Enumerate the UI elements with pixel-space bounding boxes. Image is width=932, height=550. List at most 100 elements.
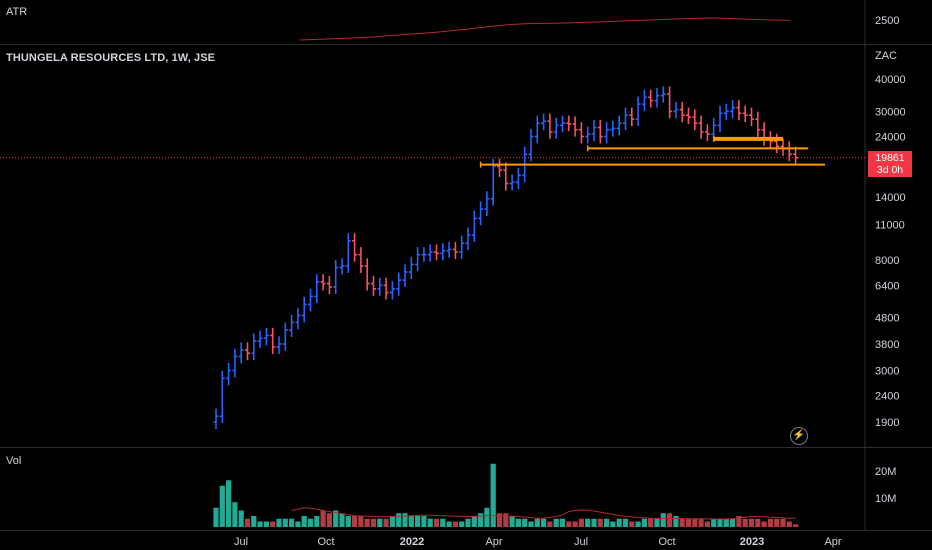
price-tick-label: 40000 bbox=[875, 74, 906, 86]
volume-bar bbox=[307, 518, 314, 527]
volume-bar bbox=[396, 513, 402, 527]
price-bar bbox=[490, 158, 496, 206]
volume-bar bbox=[295, 521, 301, 527]
price-bar bbox=[692, 109, 698, 131]
volume-bar bbox=[370, 518, 377, 527]
volume-bar bbox=[320, 510, 326, 527]
volume-bar bbox=[622, 518, 629, 527]
volume-bar bbox=[276, 518, 282, 527]
volume-bar bbox=[679, 518, 685, 527]
price-bar bbox=[226, 362, 232, 386]
price-bar bbox=[415, 247, 421, 272]
volume-bar bbox=[673, 516, 679, 527]
volume-bar bbox=[377, 518, 383, 527]
price-bar bbox=[326, 275, 332, 295]
price-tick-label: 1900 bbox=[875, 417, 899, 429]
price-tick-label: 24000 bbox=[875, 132, 906, 144]
price-bar bbox=[730, 100, 736, 119]
volume-bar bbox=[503, 513, 509, 527]
price-bar bbox=[654, 88, 660, 108]
horizontal-levels[interactable] bbox=[479, 135, 825, 168]
volume-tick-label: 20M bbox=[875, 466, 896, 478]
volume-bar bbox=[692, 518, 698, 527]
volume-bar bbox=[415, 516, 421, 527]
price-tick-label: 8000 bbox=[875, 255, 899, 267]
price-bar bbox=[660, 86, 666, 103]
volume-bar bbox=[786, 521, 792, 527]
price-bar bbox=[509, 174, 515, 191]
price-bar bbox=[534, 115, 540, 144]
lightning-icon[interactable]: ⚡ bbox=[790, 427, 808, 445]
volume-bar bbox=[509, 516, 515, 527]
atr-series bbox=[299, 17, 791, 41]
price-bar bbox=[585, 126, 591, 144]
volume-bar bbox=[402, 513, 408, 527]
price-bar bbox=[497, 158, 502, 178]
price-bar bbox=[761, 122, 767, 146]
price-bar bbox=[352, 233, 358, 262]
price-bar bbox=[421, 247, 427, 262]
volume-bar bbox=[648, 518, 654, 527]
volume-bar bbox=[553, 518, 559, 527]
price-bar bbox=[389, 281, 395, 300]
price-bar bbox=[238, 342, 244, 364]
price-bar bbox=[396, 272, 402, 296]
price-bar bbox=[566, 115, 572, 132]
price-bar bbox=[320, 274, 326, 291]
volume-bar bbox=[698, 518, 704, 527]
price-bar bbox=[301, 296, 307, 323]
volume-bar bbox=[490, 463, 496, 527]
volume-label[interactable]: Vol bbox=[6, 455, 22, 467]
last-price-value: 19861 bbox=[875, 152, 905, 164]
price-bar bbox=[572, 116, 578, 137]
price-bar bbox=[667, 86, 673, 119]
price-tick-label: 14000 bbox=[875, 192, 906, 204]
volume-bar bbox=[604, 518, 610, 527]
price-tick-label: 3800 bbox=[875, 339, 899, 351]
price-bar bbox=[257, 330, 263, 349]
price-tick-label: 11000 bbox=[875, 219, 905, 231]
price-bar bbox=[282, 322, 288, 351]
price-bar bbox=[749, 107, 754, 127]
volume-bar bbox=[465, 518, 471, 527]
price-bar bbox=[604, 122, 610, 144]
symbol-title[interactable]: THUNGELA RESOURCES LTD, 1W, JSE bbox=[6, 52, 216, 64]
volume-bar bbox=[654, 518, 660, 527]
price-bar bbox=[219, 370, 225, 424]
price-bar bbox=[446, 241, 452, 258]
volume-bar bbox=[257, 521, 263, 527]
atr-tick-label: 2500 bbox=[875, 15, 899, 27]
price-bar bbox=[383, 277, 389, 300]
volume-bar bbox=[232, 502, 238, 527]
volume-bar bbox=[711, 518, 717, 527]
price-bar bbox=[704, 124, 710, 142]
price-bar bbox=[232, 348, 238, 378]
atr-label[interactable]: ATR bbox=[6, 6, 28, 18]
volume-bar bbox=[244, 518, 251, 527]
volume-bar bbox=[717, 518, 723, 527]
volume-bar bbox=[780, 518, 786, 527]
volume-bar bbox=[528, 521, 534, 527]
volume-bar bbox=[408, 516, 414, 527]
volume-bar bbox=[660, 513, 666, 527]
last-price-badge: 19861 3d 0h bbox=[868, 151, 912, 177]
volume-bar bbox=[238, 510, 244, 527]
price-bar bbox=[755, 111, 761, 137]
volume-bar bbox=[263, 521, 269, 527]
price-bar bbox=[333, 259, 339, 295]
volume-bar bbox=[534, 518, 540, 527]
time-tick-label: Oct bbox=[658, 536, 675, 548]
price-bar bbox=[723, 103, 729, 121]
price-bar bbox=[717, 105, 723, 133]
price-tick-label: 30000 bbox=[875, 106, 906, 118]
volume-bar bbox=[282, 518, 288, 527]
volume-bar bbox=[471, 516, 477, 527]
volume-bar bbox=[742, 518, 748, 527]
price-bar bbox=[427, 244, 433, 262]
volume-bar bbox=[748, 518, 755, 527]
price-bar bbox=[402, 264, 408, 288]
volume-bar bbox=[251, 516, 257, 527]
volume-bar bbox=[578, 518, 584, 527]
price-bar bbox=[553, 117, 559, 139]
